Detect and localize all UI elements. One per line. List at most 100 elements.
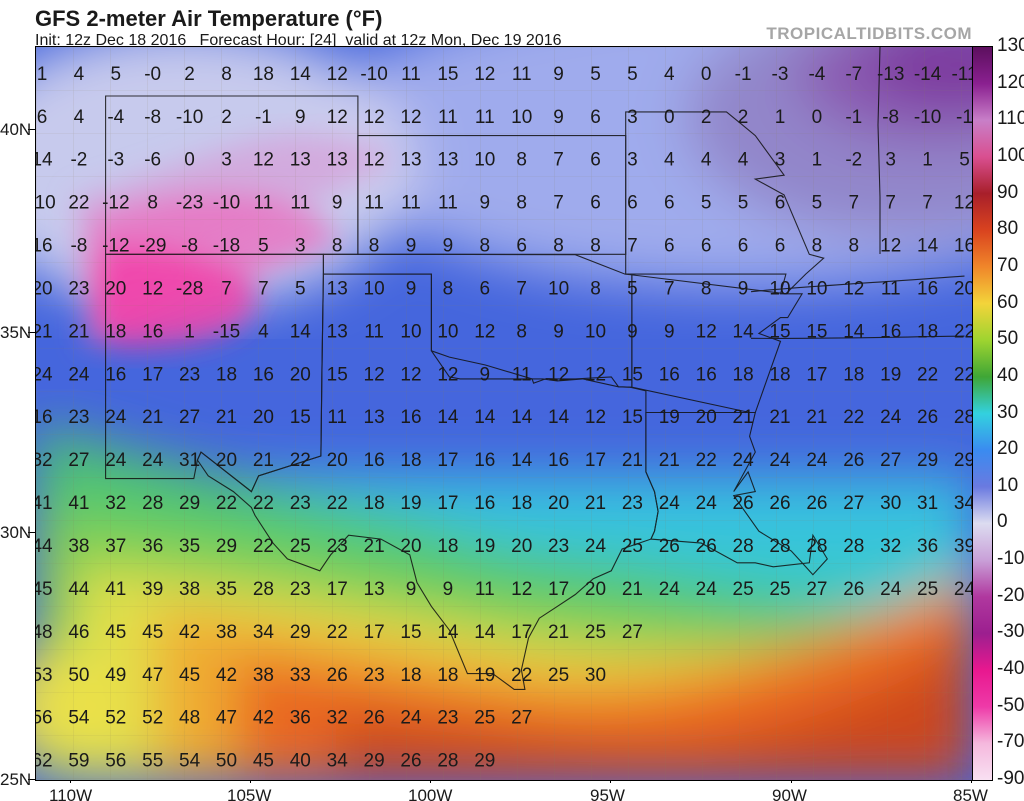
svg-text:24: 24 (68, 364, 90, 385)
svg-text:39: 39 (954, 536, 972, 557)
svg-text:26: 26 (733, 493, 754, 514)
svg-text:-4: -4 (107, 107, 124, 128)
svg-text:14: 14 (474, 407, 496, 428)
svg-text:5: 5 (258, 236, 269, 257)
svg-text:11: 11 (475, 107, 495, 128)
svg-text:5: 5 (295, 279, 306, 300)
svg-text:11: 11 (290, 193, 310, 214)
svg-text:21: 21 (548, 622, 569, 643)
svg-text:30: 30 (585, 665, 606, 686)
svg-text:23: 23 (364, 665, 385, 686)
svg-text:34: 34 (954, 493, 972, 514)
svg-text:3: 3 (627, 107, 638, 128)
svg-text:22: 22 (954, 364, 972, 385)
svg-text:7: 7 (885, 193, 896, 214)
svg-text:14: 14 (474, 622, 496, 643)
svg-text:9: 9 (443, 236, 454, 257)
svg-text:40: 40 (290, 751, 311, 772)
svg-text:-11: -11 (951, 64, 972, 85)
svg-text:0: 0 (664, 107, 675, 128)
svg-text:12: 12 (364, 107, 385, 128)
svg-text:28: 28 (733, 536, 754, 557)
svg-text:3: 3 (627, 150, 638, 171)
svg-text:-2: -2 (70, 150, 87, 171)
svg-text:14: 14 (917, 236, 939, 257)
svg-text:28: 28 (806, 536, 827, 557)
svg-text:45: 45 (36, 579, 53, 600)
svg-text:8: 8 (443, 279, 454, 300)
svg-text:20: 20 (327, 450, 348, 471)
svg-text:7: 7 (553, 193, 564, 214)
svg-text:29: 29 (290, 622, 311, 643)
svg-text:32: 32 (105, 493, 126, 514)
svg-text:34: 34 (327, 751, 349, 772)
svg-text:39: 39 (142, 579, 163, 600)
svg-text:1: 1 (775, 107, 786, 128)
svg-text:16: 16 (954, 236, 972, 257)
svg-text:-28: -28 (176, 279, 203, 300)
svg-text:13: 13 (364, 407, 385, 428)
svg-text:23: 23 (179, 364, 200, 385)
svg-text:12: 12 (400, 107, 421, 128)
svg-text:14: 14 (290, 64, 312, 85)
svg-text:21: 21 (769, 407, 790, 428)
svg-text:9: 9 (295, 107, 306, 128)
svg-text:14: 14 (511, 450, 533, 471)
svg-text:20: 20 (253, 407, 274, 428)
svg-text:31: 31 (179, 450, 200, 471)
svg-text:2: 2 (738, 107, 749, 128)
svg-text:34: 34 (253, 622, 275, 643)
svg-text:9: 9 (332, 193, 343, 214)
svg-text:48: 48 (179, 708, 200, 729)
svg-text:2: 2 (184, 64, 195, 85)
svg-text:45: 45 (142, 622, 163, 643)
svg-text:18: 18 (364, 493, 385, 514)
svg-text:16: 16 (880, 321, 901, 342)
svg-text:8: 8 (849, 236, 860, 257)
svg-text:-13: -13 (877, 64, 904, 85)
svg-text:9: 9 (553, 64, 564, 85)
svg-text:15: 15 (806, 321, 827, 342)
svg-text:0: 0 (701, 64, 712, 85)
svg-text:10: 10 (548, 279, 569, 300)
svg-text:-12: -12 (102, 236, 129, 257)
svg-text:18: 18 (917, 321, 938, 342)
svg-text:19: 19 (880, 364, 901, 385)
svg-text:29: 29 (474, 751, 495, 772)
svg-text:46: 46 (68, 622, 89, 643)
svg-text:7: 7 (664, 279, 675, 300)
svg-text:56: 56 (36, 708, 53, 729)
svg-text:42: 42 (216, 665, 237, 686)
svg-text:20: 20 (216, 450, 237, 471)
svg-text:1: 1 (184, 321, 195, 342)
svg-text:8: 8 (812, 236, 823, 257)
svg-text:28: 28 (437, 751, 458, 772)
svg-text:17: 17 (364, 622, 385, 643)
svg-text:8: 8 (480, 236, 491, 257)
svg-text:10: 10 (364, 279, 385, 300)
svg-text:-1: -1 (255, 107, 272, 128)
svg-text:18: 18 (253, 64, 274, 85)
svg-text:26: 26 (659, 536, 680, 557)
svg-text:48: 48 (36, 622, 53, 643)
svg-text:5: 5 (111, 64, 122, 85)
svg-text:24: 24 (880, 407, 902, 428)
svg-text:47: 47 (142, 665, 163, 686)
svg-text:17: 17 (142, 364, 163, 385)
svg-text:21: 21 (733, 407, 754, 428)
svg-text:18: 18 (511, 493, 532, 514)
svg-text:14: 14 (290, 321, 312, 342)
svg-text:27: 27 (68, 450, 89, 471)
svg-text:21: 21 (585, 493, 606, 514)
svg-text:-10: -10 (213, 193, 240, 214)
svg-text:13: 13 (327, 279, 348, 300)
svg-text:7: 7 (922, 193, 933, 214)
svg-text:7: 7 (516, 279, 527, 300)
svg-text:26: 26 (400, 751, 421, 772)
svg-text:11: 11 (438, 107, 458, 128)
svg-text:3: 3 (221, 150, 232, 171)
svg-text:7: 7 (221, 279, 232, 300)
svg-text:54: 54 (179, 751, 201, 772)
svg-text:28: 28 (843, 536, 864, 557)
svg-text:12: 12 (327, 64, 348, 85)
